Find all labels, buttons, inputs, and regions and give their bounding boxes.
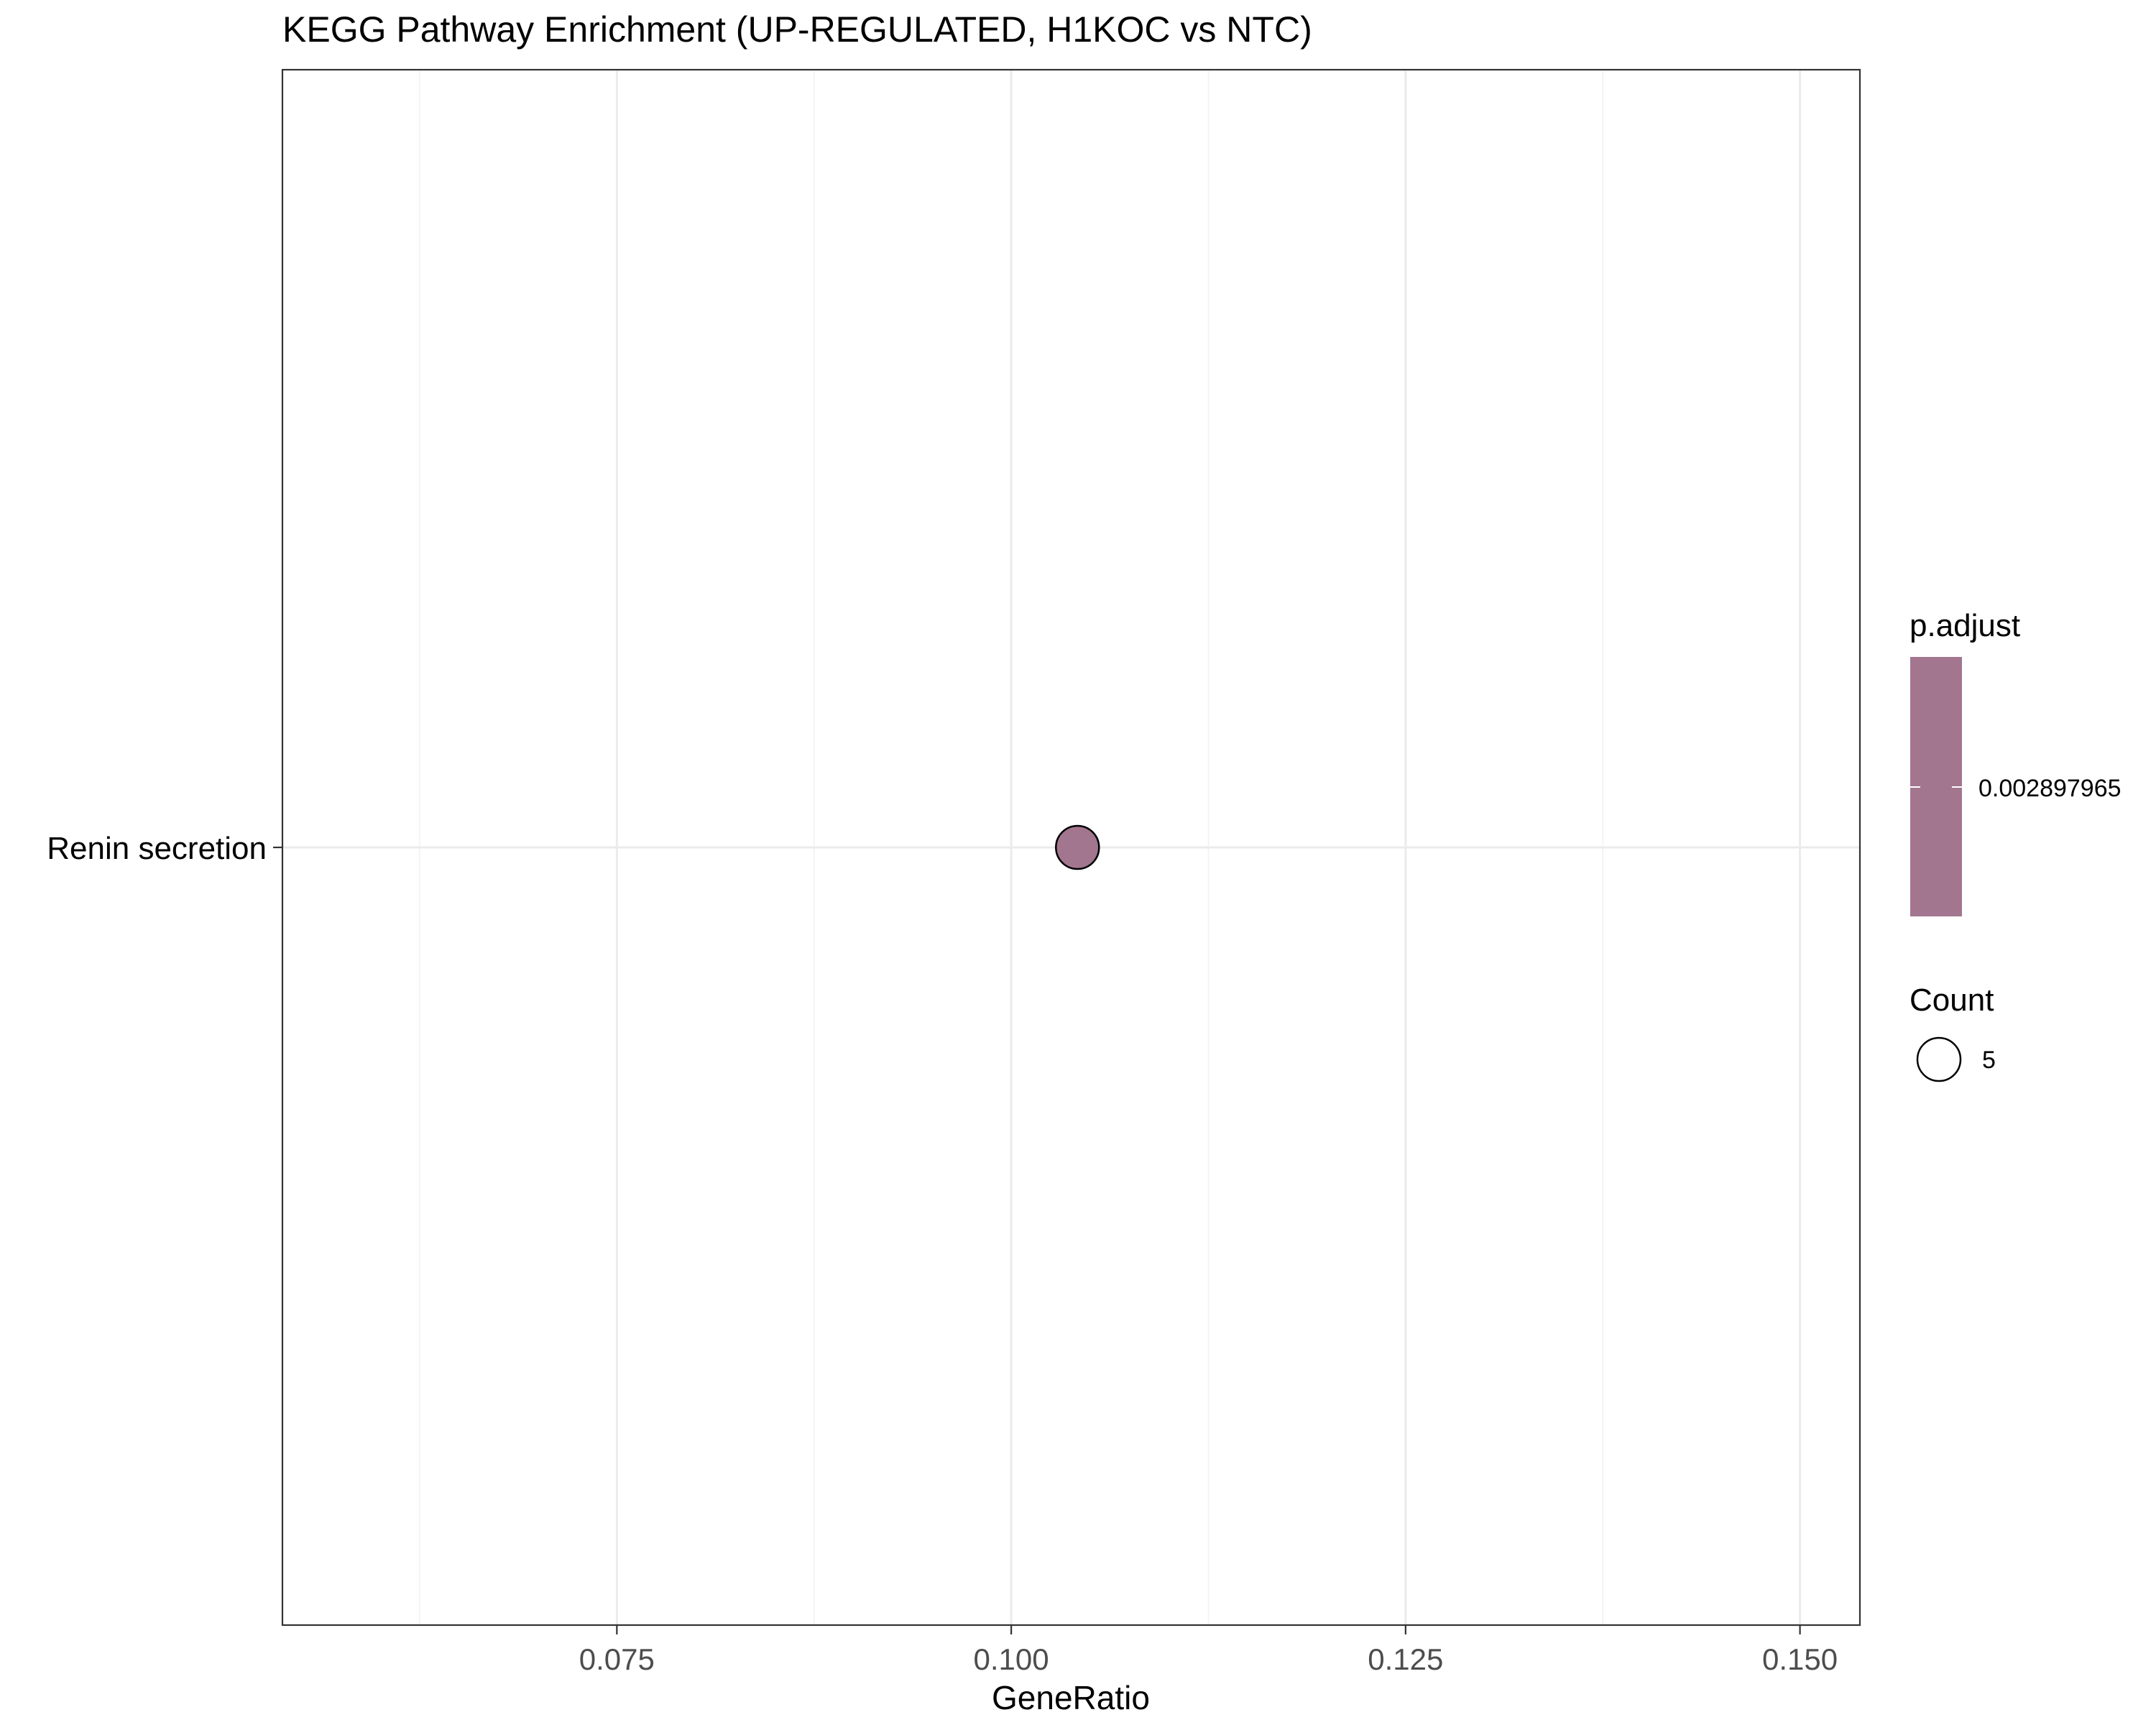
legend: p.adjust 0.002897965 Count 5 — [1909, 608, 2122, 1082]
legend-size-value-label: 5 — [1982, 1046, 1996, 1074]
legend-size-title: Count — [1909, 983, 1994, 1018]
y-tick-label: Renin secretion — [47, 831, 267, 866]
y-axis-ticks: Renin secretion — [47, 831, 282, 866]
data-point — [1055, 824, 1100, 870]
x-tick-label: 0.150 — [1762, 1642, 1838, 1676]
x-tick-label: 0.100 — [974, 1642, 1049, 1676]
x-axis-title: GeneRatio — [992, 1679, 1150, 1716]
data-points — [1055, 824, 1100, 870]
chart-title: KEGG Pathway Enrichment (UP-REGULATED, H… — [282, 9, 1312, 50]
legend-size-circle — [1916, 1036, 1962, 1082]
legend-color-value-label: 0.002897965 — [1978, 775, 2122, 802]
legend-color-title: p.adjust — [1909, 608, 2020, 643]
x-tick-label: 0.075 — [579, 1642, 655, 1676]
x-tick-label: 0.125 — [1368, 1642, 1443, 1676]
x-axis-ticks: 0.075 0.100 0.125 0.150 — [579, 1625, 1838, 1676]
